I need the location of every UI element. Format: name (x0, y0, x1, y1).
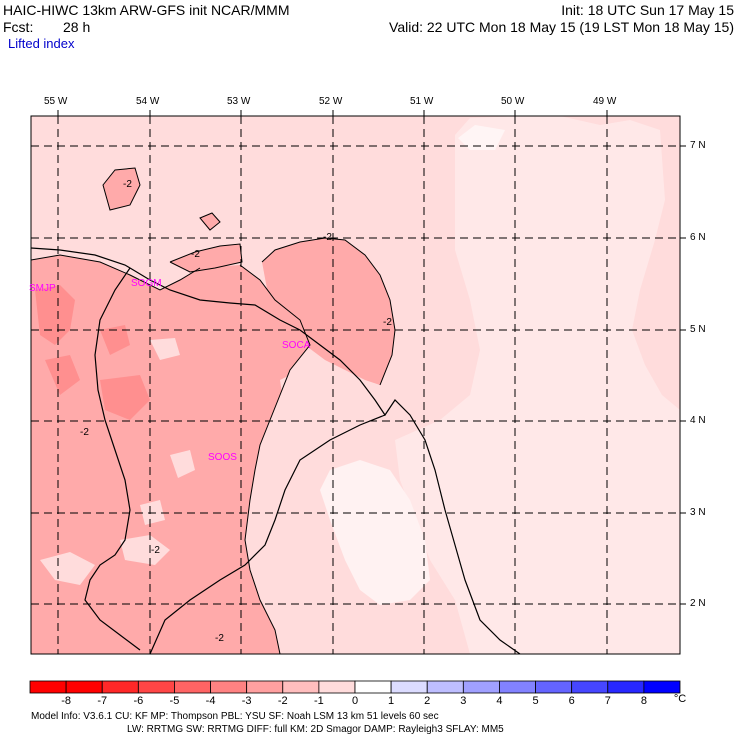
colorbar-box (137, 680, 175, 694)
shade-minus1 (150, 338, 180, 360)
shade-zero (458, 125, 505, 150)
shade-minus3 (45, 355, 80, 395)
colorbar-tick-label: 3 (460, 695, 467, 707)
station-label-smjp: SMJP (29, 283, 56, 294)
colorbar-box (101, 680, 139, 694)
colorbar-unit: °C (673, 693, 687, 705)
colorbar-box (354, 680, 392, 694)
lon-label: 53 W (227, 96, 251, 107)
shade-minus2 (103, 168, 140, 210)
station-label-soos: SOOS (208, 452, 237, 463)
shade-minus3 (100, 325, 130, 355)
colorbar-box (571, 680, 609, 694)
colorbar-box (607, 680, 645, 694)
lat-label: 5 N (690, 324, 706, 335)
colorbar-tick-label: -5 (169, 695, 180, 707)
colorbar-box (462, 680, 500, 694)
colorbar-box (499, 680, 536, 694)
shade-minus1 (120, 535, 170, 565)
colorbar-tick-label: 4 (496, 695, 503, 707)
colorbar-tick-label: -2 (277, 695, 288, 707)
lon-label: 51 W (410, 96, 434, 107)
footer-physics-info: LW: RRTMG SW: RRTMG DIFF: full KM: 2D Sm… (127, 724, 504, 735)
shade-minus1 (280, 370, 325, 430)
lon-label: 52 W (319, 96, 343, 107)
shade-near-zero (395, 116, 680, 654)
lon-label: 50 W (501, 96, 525, 107)
forecast-label: Fcst: (3, 19, 34, 35)
contour-label: -2 (323, 232, 332, 243)
colorbar-tick-label: 8 (640, 695, 647, 707)
colorbar-tick-label: 0 (351, 695, 359, 707)
lat-label: 3 N (690, 507, 706, 518)
frame-ticks (57, 110, 686, 605)
shade-minus1 (40, 552, 95, 585)
colorbar-tick-label: -7 (97, 695, 108, 707)
shade-minus2 (31, 255, 310, 654)
contour-label: -2 (123, 179, 132, 190)
colorbar (29, 680, 681, 694)
lon-label: 54 W (136, 96, 160, 107)
colorbar-tick-label: -1 (313, 695, 324, 707)
colorbar-tick-label: -8 (61, 695, 71, 707)
colorbar-box (535, 680, 573, 694)
contour-label: -2 (191, 249, 200, 260)
colorbar-box (643, 680, 681, 694)
colorbar-box (174, 680, 211, 694)
colorbar-tick-label: -6 (133, 695, 144, 707)
colorbar-box (246, 680, 284, 694)
graticule (31, 116, 680, 654)
colorbar-tick-label: 1 (388, 695, 395, 707)
shade-minus2 (262, 238, 395, 385)
shade-minus3 (100, 375, 150, 420)
valid-time: Valid: 22 UTC Mon 18 May 15 (19 LST Mon … (389, 19, 734, 35)
shade-zero (320, 460, 430, 605)
colorbar-tick-label: 7 (604, 695, 611, 707)
contour-label: -2 (383, 317, 392, 328)
contour-label: -2 (151, 545, 160, 556)
init-time: Init: 18 UTC Sun 17 May 15 (561, 2, 734, 18)
lon-label: 55 W (44, 96, 68, 107)
station-label-sogm: SOGM (131, 278, 162, 289)
colorbar-box (318, 680, 356, 694)
lon-label: 49 W (593, 96, 617, 107)
colorbar-box (426, 680, 464, 694)
colorbar-box (29, 680, 67, 694)
map-frame (30, 115, 681, 655)
colorbar-box (65, 680, 103, 694)
model-title: HAIC-HIWC 13km ARW-GFS init NCAR/MMM (3, 2, 290, 18)
colorbar-tick-label: 5 (532, 695, 539, 707)
lat-label: 7 N (690, 140, 706, 151)
colorbar-tick-label: -3 (241, 695, 252, 707)
contour-lines (31, 167, 396, 654)
colorbar-tick-label: -4 (205, 695, 216, 707)
contour-label: -2 (215, 633, 224, 644)
contour-label: -2 (80, 427, 89, 438)
lat-label: 2 N (690, 598, 706, 609)
forecast-value: 28 h (63, 19, 91, 35)
colorbar-box (282, 680, 320, 694)
colorbar-tick-label: 6 (568, 695, 575, 707)
colorbar-box (390, 680, 428, 694)
shade-minus2 (170, 244, 242, 272)
field-name: Lifted index (8, 36, 75, 51)
coastline (31, 247, 521, 654)
lat-label: 6 N (690, 232, 706, 243)
station-label-soca: SOCA (282, 340, 311, 351)
colorbar-box (210, 680, 248, 694)
colorbar-tick-label: 2 (424, 695, 431, 707)
footer-model-info: Model Info: V3.6.1 CU: KF MP: Thompson P… (31, 711, 439, 722)
shade-minus1 (170, 450, 195, 478)
lat-label: 4 N (690, 415, 706, 426)
